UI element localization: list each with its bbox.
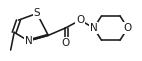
Text: N: N [90,23,98,33]
Text: O: O [124,23,132,33]
Text: O: O [76,15,84,25]
Text: O: O [61,38,69,48]
Text: S: S [34,8,40,18]
Text: N: N [25,36,32,46]
